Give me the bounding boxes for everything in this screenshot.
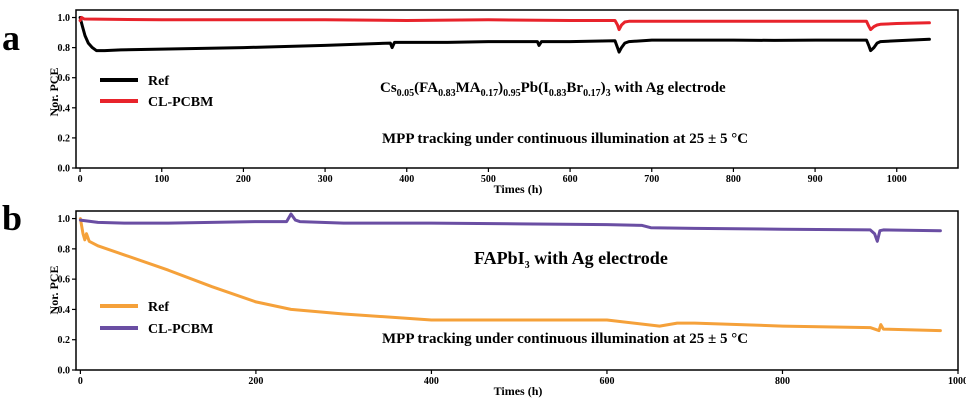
y-tick-label: 0.4 [58, 103, 71, 114]
x-tick-label: 100 [154, 174, 169, 185]
y-tick-label: 0.4 [58, 305, 71, 316]
x-tick-label: 800 [726, 174, 741, 185]
x-tick-label: 200 [236, 174, 251, 185]
legend-label-cl-pcbm: CL-PCBM [148, 322, 213, 337]
panel-a-composition-annotation: Cs0.05(FA0.83MA0.17)0.95Pb(I0.83Br0.17)3… [380, 80, 726, 99]
series-line-cl-pcbm [80, 18, 929, 30]
y-tick-label: 0.2 [58, 335, 71, 346]
y-tick-label: 0.8 [58, 43, 71, 54]
x-tick-label: 400 [424, 376, 439, 387]
legend-label-cl-pcbm: CL-PCBM [148, 95, 213, 110]
panel-b-plot-area: 0 200 400 600 800 1000 0.0 0.2 0.4 0.6 0.8 1.0 [58, 211, 966, 387]
y-tick-label: 1.0 [58, 13, 71, 24]
legend-label-ref: Ref [148, 74, 169, 89]
series-line-cl-pcbm [80, 214, 940, 241]
x-tick-label: 600 [599, 376, 614, 387]
x-tick-label: 400 [399, 174, 414, 185]
y-tick-label: 0.0 [58, 164, 71, 175]
y-tick-label: 0.0 [58, 366, 71, 377]
panel-a-legend: Ref CL-PCBM [100, 74, 213, 110]
y-tick-label: 0.2 [58, 133, 71, 144]
y-tick-label: 1.0 [58, 214, 71, 225]
y-tick-label: 0.6 [58, 275, 71, 286]
panel-a-condition-annotation: MPP tracking under continuous illuminati… [382, 131, 748, 147]
panel-b-legend: Ref CL-PCBM [100, 300, 213, 337]
panel-b-xlabel: Times (h) [494, 384, 543, 398]
x-tick-label: 1000 [948, 376, 966, 387]
panel-b-composition-annotation: FAPbI3 with Ag electrode [474, 248, 668, 271]
x-tick-label: 0 [78, 376, 83, 387]
y-tick-label: 0.8 [58, 244, 71, 255]
panel-b-letter: b [2, 198, 22, 238]
x-tick-label: 300 [318, 174, 333, 185]
legend-label-ref: Ref [148, 300, 169, 315]
x-tick-label: 900 [808, 174, 823, 185]
x-tick-label: 600 [563, 174, 578, 185]
panel-a-xlabel: Times (h) [494, 182, 543, 196]
x-tick-label: 1000 [887, 174, 907, 185]
x-tick-label: 200 [248, 376, 263, 387]
panel-b-condition-annotation: MPP tracking under continuous illuminati… [382, 331, 748, 347]
y-tick-label: 0.6 [58, 73, 71, 84]
x-tick-label: 700 [644, 174, 659, 185]
panel-a-letter: a [2, 18, 20, 58]
x-tick-label: 800 [775, 376, 790, 387]
x-tick-label: 0 [78, 174, 83, 185]
series-line-ref [80, 219, 940, 331]
